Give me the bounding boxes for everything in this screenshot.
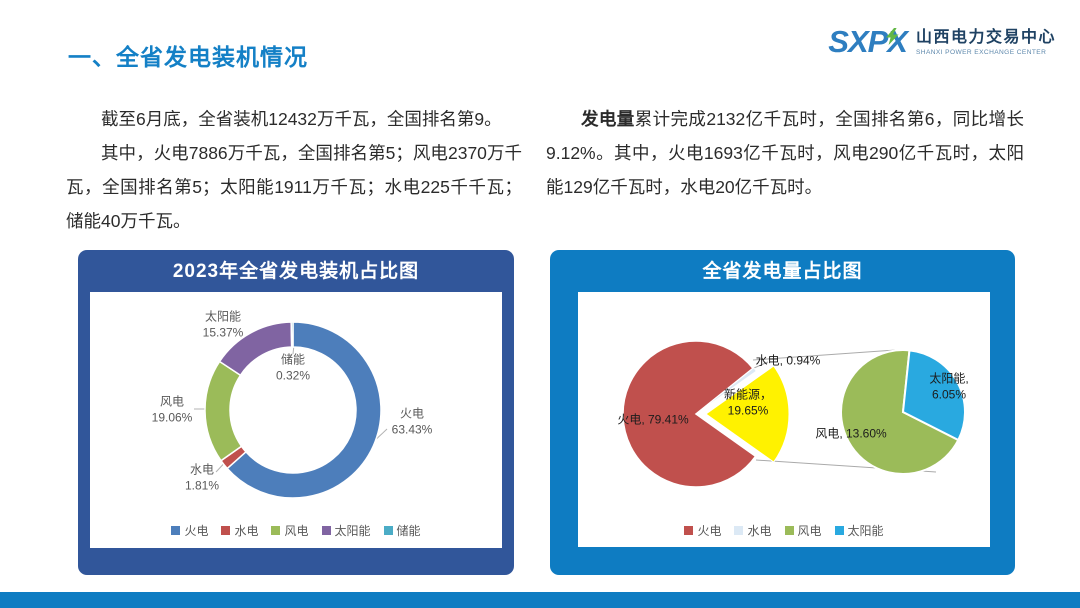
legend-label: 火电	[697, 524, 722, 538]
installed-capacity-paragraph: 截至6月底，全省装机12432万千瓦，全国排名第9。 其中，火电7886万千瓦，…	[66, 102, 522, 238]
legend-swatch	[784, 526, 794, 535]
legend-swatch	[684, 526, 694, 535]
legend-label: 太阳能	[847, 524, 884, 538]
legend-swatch	[383, 526, 393, 535]
generation-legend: 火电 水电 风电 太阳能	[578, 522, 990, 539]
generation-paragraph: 发电量累计完成2132亿千瓦时，全国排名第6，同比增长9.12%。其中，火电16…	[546, 102, 1024, 204]
logo-abbr: SXPX	[828, 22, 908, 62]
installed-capacity-legend: 火电 水电 风电 太阳能 储能	[90, 522, 502, 539]
legend-item: 火电	[171, 522, 208, 539]
logo-name-cn: 山西电力交易中心	[915, 28, 1056, 46]
legend-swatch	[834, 526, 844, 535]
installed-capacity-chart-panel: 2023年全省发电装机占比图 火电 63.43% 水电 1.81% 风电 19.06…	[78, 250, 514, 575]
legend-swatch	[321, 526, 331, 535]
donut-svg	[194, 321, 388, 499]
bottom-accent-bar	[0, 592, 1080, 608]
paragraph-line: 截至6月底，全省装机12432万千瓦，全国排名第9。	[101, 109, 502, 129]
legend-item: 水电	[734, 522, 772, 539]
legend-item: 储能	[383, 522, 421, 539]
page-title: 一、全省发电装机情况	[68, 44, 308, 70]
logo-names: 山西电力交易中心 SHANXI POWER EXCHANGE CENTER	[916, 28, 1056, 57]
legend-swatch	[221, 526, 231, 535]
installed-capacity-donut-chart: 火电 63.43% 水电 1.81% 风电 19.06% 太阳能 15.37% 储能 0…	[90, 292, 502, 548]
legend-item: 水电	[221, 522, 258, 539]
legend-label: 储能	[396, 524, 421, 538]
generation-chart-panel: 全省发电量占比图 火电, 79.41% 水电, 0.94% 新能源， 19.65% 风…	[550, 250, 1015, 575]
chart-title: 2023年全省发电装机占比图	[172, 261, 420, 282]
paragraph-line: 其中，火电7886万千瓦，全国排名第5；风电2370万千瓦，全国排名第5；太阳能…	[66, 143, 522, 231]
legend-swatch	[734, 526, 744, 535]
legend-label: 风电	[284, 524, 309, 538]
lightning-icon	[886, 28, 899, 45]
pie-of-pie-svg	[622, 340, 966, 488]
legend-label: 水电	[747, 524, 772, 538]
generation-pie-of-pie-chart: 火电, 79.41% 水电, 0.94% 新能源， 19.65% 风电, 13.60%…	[578, 292, 990, 547]
legend-item: 太阳能	[834, 522, 884, 539]
legend-swatch	[171, 526, 181, 535]
legend-swatch	[271, 526, 281, 535]
legend-label: 风电	[797, 524, 822, 538]
legend-item: 火电	[684, 522, 721, 539]
legend-label: 火电	[184, 524, 209, 538]
legend-item: 风电	[784, 522, 822, 539]
logo-name-en: SHANXI POWER EXCHANGE CENTER	[915, 48, 1047, 56]
bold-lead: 发电量	[581, 109, 635, 129]
chart-title: 全省发电量占比图	[702, 261, 863, 282]
legend-label: 水电	[234, 524, 259, 538]
legend-item: 太阳能	[321, 522, 371, 539]
legend-item: 风电	[271, 522, 309, 539]
paragraph-line: 发电量累计完成2132亿千瓦时，全国排名第6，同比增长9.12%。其中，火电16…	[546, 102, 1024, 204]
paragraph-rest: 累计完成2132亿千瓦时，全国排名第6，同比增长9.12%。其中，火电1693亿…	[546, 109, 1024, 197]
logo: SXPX 山西电力交易中心 SHANXI POWER EXCHANGE CENT…	[828, 22, 1056, 62]
legend-label: 太阳能	[334, 524, 371, 538]
